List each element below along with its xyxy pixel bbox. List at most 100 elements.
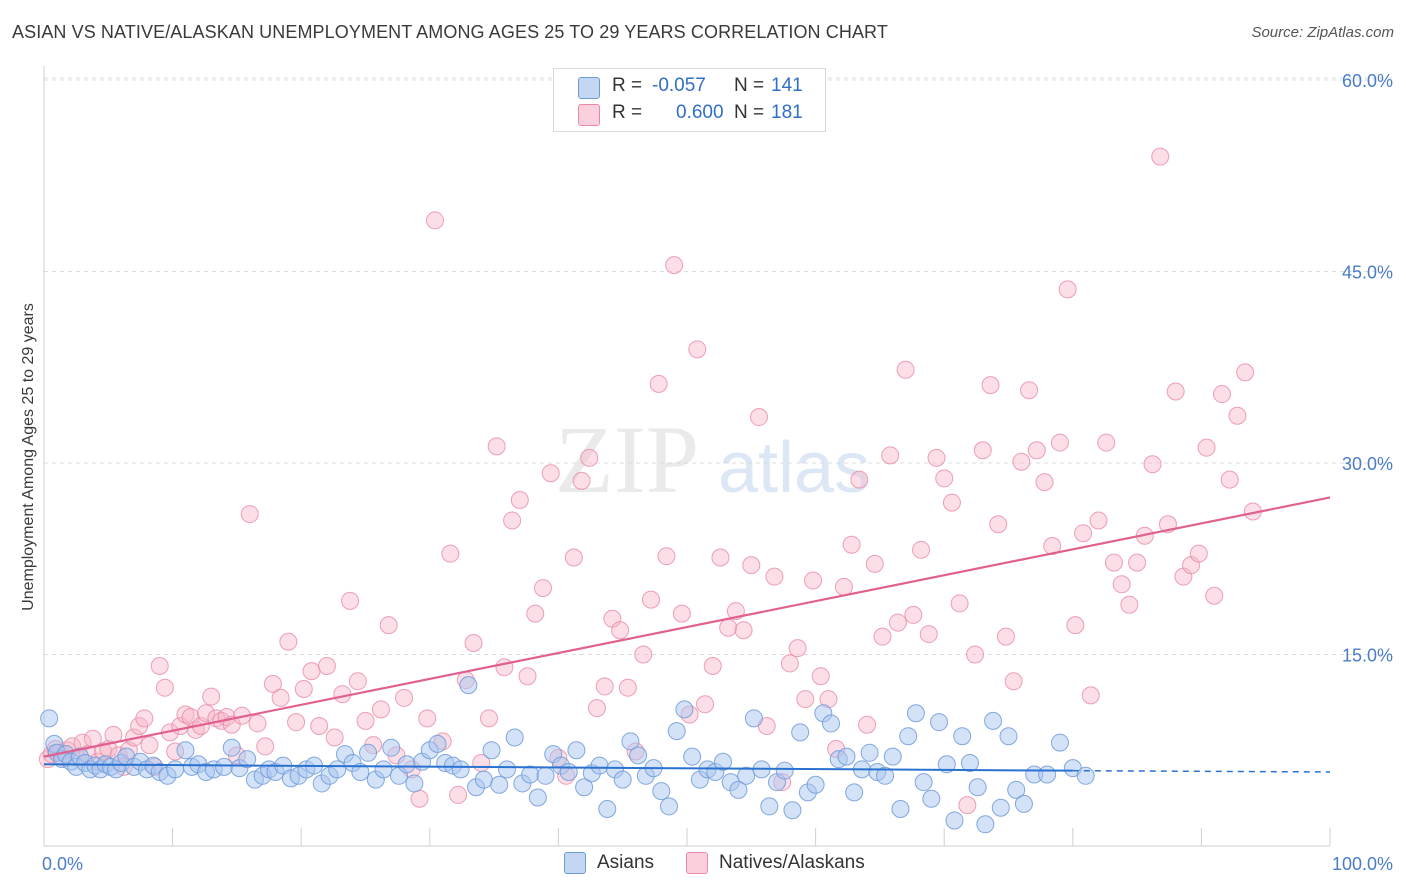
asians-point (1050, 733, 1069, 752)
natives-point (942, 493, 961, 512)
natives-point (688, 340, 707, 359)
legend-n-value: 181 (771, 102, 803, 123)
asians-point (1038, 765, 1057, 784)
natives-point (240, 505, 259, 524)
natives-point (842, 535, 861, 554)
asians-point (629, 746, 648, 765)
natives-point (418, 709, 437, 728)
natives-point (858, 715, 877, 734)
asians-point (984, 711, 1003, 730)
asians-point (215, 757, 234, 776)
natives-point (665, 256, 684, 275)
natives-point (479, 709, 498, 728)
asians-point (575, 778, 594, 797)
natives-point (750, 408, 769, 427)
natives-point (263, 674, 282, 693)
natives-point (287, 713, 306, 732)
natives-swatch (578, 104, 600, 126)
natives-point (703, 656, 722, 675)
natives-point (696, 695, 715, 714)
asians-point (652, 782, 671, 801)
natives-point (1205, 586, 1224, 605)
asians-point (528, 788, 547, 807)
natives-point (1066, 616, 1085, 635)
natives-point (441, 544, 460, 563)
natives-point (176, 705, 195, 724)
natives-point (150, 656, 169, 675)
x-tick-label-max: 100.0% (1332, 854, 1393, 874)
natives-point (1035, 473, 1054, 492)
natives-point (719, 618, 738, 637)
y-tick-label: 30.0% (1342, 454, 1393, 474)
natives-point (618, 678, 637, 697)
natives-point (734, 621, 753, 640)
natives-legend-label: Natives/Alaskans (719, 852, 865, 873)
natives-point (1212, 385, 1231, 404)
natives-point (981, 376, 1000, 395)
natives-point (495, 658, 514, 677)
natives-point (780, 654, 799, 673)
asians-point (806, 775, 825, 794)
legend-n-label: N = (734, 102, 765, 123)
natives-point (1143, 455, 1162, 474)
asians-point (176, 741, 195, 760)
natives-point (564, 548, 583, 567)
natives-point (395, 688, 414, 707)
asians-point (559, 762, 578, 781)
natives-point (966, 645, 985, 664)
asians-trend-line (43, 763, 1073, 772)
natives-point (850, 470, 869, 489)
natives-point (1220, 470, 1239, 489)
asians-point (683, 747, 702, 766)
natives-point (912, 540, 931, 559)
natives-point (1012, 452, 1031, 471)
natives-point (1120, 595, 1139, 614)
asians-point (999, 727, 1018, 746)
natives-point (1074, 524, 1093, 543)
asians-point (783, 801, 802, 820)
asians-point (860, 743, 879, 762)
asians-point (497, 760, 516, 779)
natives-point (1004, 672, 1023, 691)
asians-point (991, 798, 1010, 817)
asians-point (960, 754, 979, 773)
asians-point (222, 738, 241, 757)
natives-point (611, 621, 630, 640)
asians-swatch (578, 77, 600, 99)
natives-point (742, 556, 761, 575)
natives-point (672, 604, 691, 623)
asians-point (837, 747, 856, 766)
natives-point (657, 547, 676, 566)
natives-point (487, 437, 506, 456)
natives-point (356, 711, 375, 730)
y-tick-label: 15.0% (1342, 646, 1393, 666)
natives-point (294, 679, 313, 698)
natives-point (1236, 363, 1255, 382)
asians-point (891, 799, 910, 818)
asians-point (598, 799, 617, 818)
asians-point (621, 732, 640, 751)
asians-point (536, 766, 555, 785)
natives-point (1104, 553, 1123, 572)
natives-point (996, 627, 1015, 646)
asians-point (459, 676, 478, 695)
natives-point (449, 785, 468, 804)
natives-point (533, 579, 552, 598)
natives-point (155, 678, 174, 697)
natives-point (1151, 147, 1170, 166)
asians-point (968, 778, 987, 797)
natives-point (765, 567, 784, 586)
asians-point (328, 760, 347, 779)
legend-r-value: -0.057 (652, 75, 706, 96)
asians-points (40, 676, 1095, 834)
natives-point (904, 605, 923, 624)
legend-n-label: N = (734, 75, 765, 96)
natives-point (410, 789, 429, 808)
natives-point (873, 627, 892, 646)
asians-point (945, 811, 964, 830)
natives-point (788, 639, 807, 658)
natives-point (834, 577, 853, 596)
natives-point (526, 604, 545, 623)
natives-point (1128, 553, 1147, 572)
asians-point (474, 770, 493, 789)
